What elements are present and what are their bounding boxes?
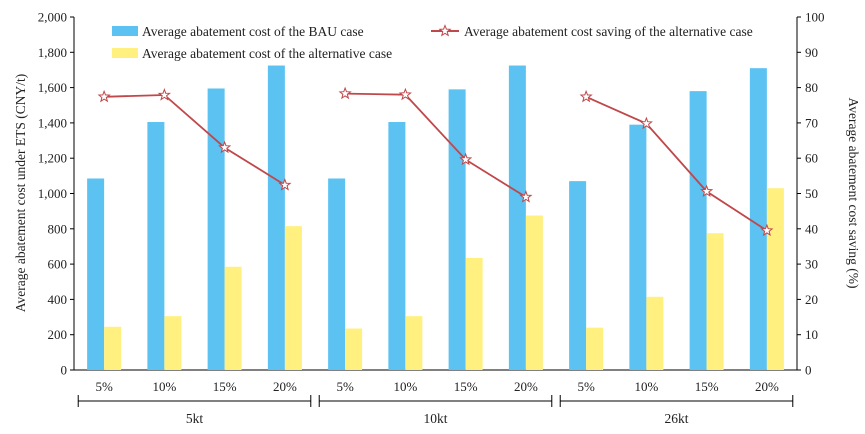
group-label: 26kt (664, 411, 688, 426)
y-tick-label: 1,200 (38, 151, 67, 166)
x-tick-label: 5% (95, 379, 113, 394)
saving-point (157, 88, 171, 101)
bar-bau (267, 65, 285, 370)
legend-label-bau: Average abatement cost of the BAU case (142, 24, 364, 39)
saving-point (700, 184, 714, 197)
saving-point (639, 116, 653, 130)
bar-alternative (104, 326, 122, 370)
y-tick-label: 200 (48, 327, 68, 342)
y2-tick-label: 60 (805, 151, 818, 166)
saving-point (97, 89, 111, 103)
x-tick-label: 20% (514, 379, 538, 394)
saving-point (760, 223, 774, 237)
y2-tick-label: 40 (805, 221, 818, 236)
legend-swatch-bau (112, 26, 138, 36)
y2-tick-label: 100 (805, 10, 825, 25)
bar-bau (207, 88, 225, 371)
saving-point (218, 140, 232, 154)
bar-alternative (405, 316, 423, 370)
y-tick-label: 0 (61, 363, 68, 378)
y2-tick-label: 10 (805, 327, 818, 342)
bar-bau (388, 122, 406, 370)
legend: Average abatement cost of the BAU case A… (112, 24, 753, 61)
saving-line (104, 94, 286, 186)
legend-label-alternative: Average abatement cost of the alternativ… (142, 46, 392, 61)
bar-bau (328, 178, 346, 370)
y2-tick-label: 70 (805, 115, 818, 130)
bar-bau (629, 124, 647, 370)
saving-point (459, 152, 473, 166)
bar-alternative (646, 296, 664, 370)
y-tick-label: 1,600 (38, 80, 67, 95)
y-tick-label: 1,400 (38, 115, 67, 130)
bar-alternative (164, 316, 182, 370)
bar-bau (87, 178, 105, 370)
saving-point (278, 178, 292, 191)
saving-point (398, 87, 412, 101)
y-tick-label: 1,000 (38, 186, 67, 201)
bar-alternative (586, 327, 604, 370)
bar-alternative (284, 226, 302, 370)
group-label: 5kt (186, 411, 204, 426)
x-tick-label: 15% (454, 379, 478, 394)
saving-point (579, 89, 593, 103)
y-tick-label: 800 (48, 221, 68, 236)
y2-tick-label: 0 (805, 363, 812, 378)
saving-point (519, 190, 533, 203)
bar-alternative (465, 257, 483, 370)
bar-bau (749, 68, 767, 370)
y-tick-label: 1,800 (38, 45, 67, 60)
y-tick-label: 400 (48, 292, 68, 307)
x-tick-label: 10% (152, 379, 176, 394)
y2-tick-label: 30 (805, 257, 818, 272)
bar-alternative (525, 215, 543, 370)
group-label: 10kt (423, 411, 447, 426)
x-tick-label: 10% (634, 379, 658, 394)
saving-line (585, 95, 768, 232)
x-tick-label: 20% (755, 379, 779, 394)
legend-label-saving: Average abatement cost saving of the alt… (464, 24, 753, 39)
y2-tick-label: 20 (805, 292, 818, 307)
bar-bau (508, 65, 526, 370)
y-axis-title: Average abatement cost under ETS (CNY/t) (13, 74, 28, 313)
x-tick-label: 5% (336, 379, 354, 394)
legend-marker-saving (438, 24, 452, 37)
y-tick-label: 600 (48, 257, 68, 272)
bar-alternative (224, 266, 242, 370)
x-tick-label: 5% (577, 379, 595, 394)
y2-tick-label: 50 (805, 186, 818, 201)
legend-swatch-alternative (112, 48, 138, 58)
x-tick-label: 15% (213, 379, 237, 394)
bar-bau (147, 122, 165, 370)
saving-point (338, 86, 352, 100)
y2-tick-label: 90 (805, 45, 818, 60)
y2-tick-label: 80 (805, 80, 818, 95)
x-tick-label: 10% (393, 379, 417, 394)
bar-alternative (766, 188, 784, 370)
x-tick-label: 15% (695, 379, 719, 394)
bar-bau (689, 91, 707, 370)
bar-alternative (706, 233, 724, 370)
y2-axis-title: Average abatement cost saving (%) (846, 98, 861, 289)
bar-alternative (345, 328, 363, 370)
x-tick-label: 20% (273, 379, 297, 394)
y-tick-label: 2,000 (38, 10, 67, 25)
saving-line (345, 92, 527, 198)
bar-bau (448, 89, 466, 371)
bar-bau (569, 181, 587, 370)
